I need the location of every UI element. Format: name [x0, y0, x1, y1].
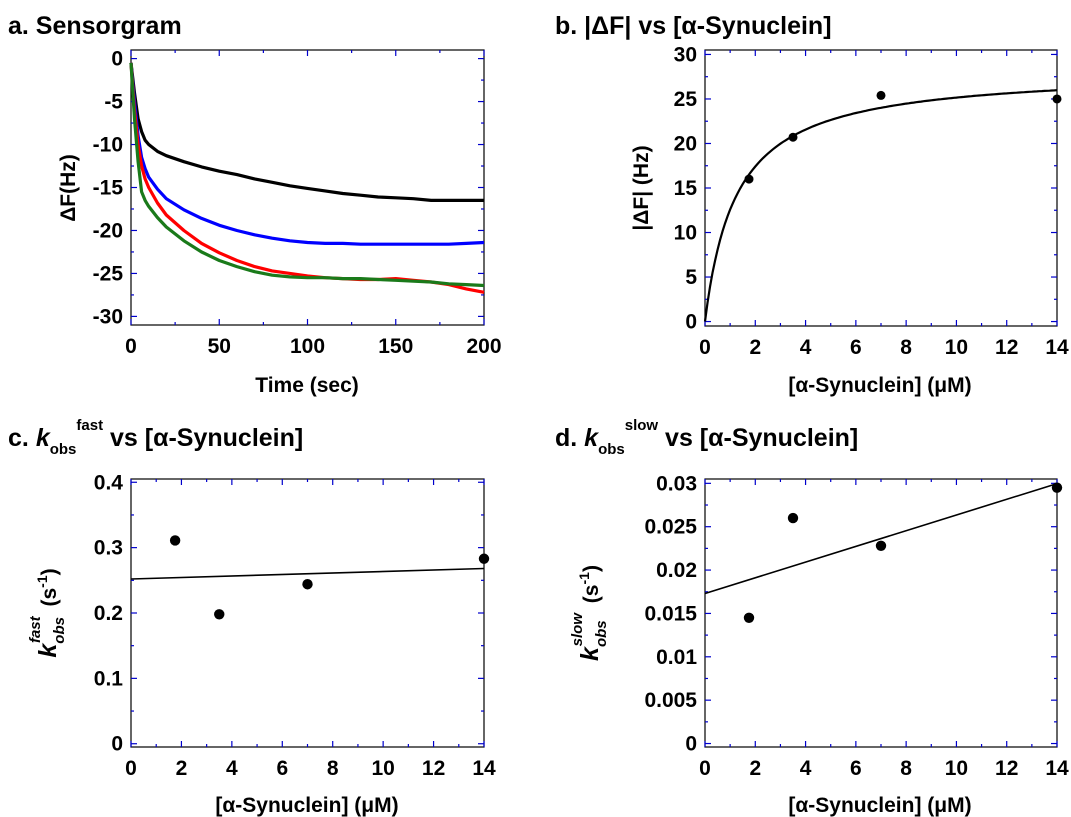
- svg-text:kobsfast (s-1): kobsfast (s-1): [27, 568, 68, 657]
- data-point: [169, 535, 181, 546]
- x-tick-label: 200: [466, 335, 501, 358]
- y-tick-label: 0.025: [644, 516, 697, 539]
- panel-c-ylabel: kobsfast (s-1): [27, 568, 68, 657]
- svg-text:d. kobsslow vs [α-Synuclein]: d. kobsslow vs [α-Synuclein]: [555, 417, 858, 458]
- x-tick-label: 12: [995, 336, 1018, 359]
- panel-b-xlabel: [α-Synuclein] (μM): [788, 374, 971, 397]
- x-tick-label: 14: [1045, 757, 1069, 780]
- series-line-0: [129, 62, 484, 202]
- x-tick-label: 0: [699, 336, 711, 359]
- y-tick-label: 0.4: [94, 471, 124, 494]
- x-tick-label: 8: [900, 336, 912, 359]
- y-tick-label: -25: [93, 262, 124, 285]
- y-tick-label: 0.03: [656, 472, 697, 495]
- y-tick-label: -20: [93, 219, 123, 242]
- panel-b-ylabel: |ΔF| (Hz): [630, 145, 653, 230]
- panel-c-xlabel: [α-Synuclein] (μM): [215, 794, 398, 817]
- x-tick-label: 2: [749, 336, 761, 359]
- series-line-3: [129, 62, 485, 288]
- data-point: [876, 90, 886, 100]
- series-line-2: [129, 62, 485, 294]
- x-tick-label: 10: [371, 757, 394, 780]
- x-tick-label: 4: [226, 757, 238, 780]
- panel-a-sensorgram: 0 50 100 150 200 0 -5 -10 -15 -20 -25 -30 Time (sec…: [57, 48, 502, 397]
- x-tick-label: 4: [800, 757, 812, 780]
- data-point: [875, 540, 887, 551]
- x-tick-label: 8: [327, 757, 339, 780]
- y-tick-label: 10: [674, 222, 697, 245]
- x-tick-label: 2: [749, 757, 761, 780]
- data-point: [214, 609, 225, 620]
- x-tick-label: 0: [125, 757, 137, 780]
- y-tick-label: 0.01: [656, 646, 697, 669]
- data-point: [743, 612, 755, 623]
- x-tick-label: 8: [900, 757, 912, 780]
- y-tick-label: 0.1: [94, 667, 124, 690]
- data-point: [1051, 482, 1063, 493]
- x-tick-label: 100: [290, 335, 325, 358]
- panel-d-frame: [704, 478, 1058, 748]
- y-tick-label: 25: [674, 88, 698, 111]
- y-tick-label: 0: [111, 48, 123, 71]
- panel-a-title: a. Sensorgram: [8, 12, 182, 40]
- panel-c-plot: 0 2 4 6 8 10 12 14 0 0.1 0.2 0.3 0.4 [α-Synuclein] (…: [27, 471, 496, 817]
- x-tick-label: 4: [800, 336, 812, 359]
- panel-a-ylabel: ΔF(Hz): [57, 154, 80, 222]
- y-tick-label: 0.3: [94, 537, 123, 560]
- x-tick-label: 6: [276, 757, 288, 780]
- panel-b-title: b. |ΔF| vs [α-Synuclein]: [555, 12, 832, 40]
- y-tick-label: 0.02: [656, 559, 697, 582]
- x-tick-label: 2: [176, 757, 188, 780]
- y-tick-label: 0.2: [94, 602, 123, 625]
- y-tick-label: 0: [111, 733, 123, 756]
- y-tick-label: -10: [93, 134, 123, 157]
- y-tick-label: 0: [685, 733, 697, 756]
- x-tick-label: 10: [945, 336, 968, 359]
- panel-a-xlabel: Time (sec): [255, 374, 359, 397]
- y-tick-label: 0: [685, 311, 697, 334]
- x-tick-label: 14: [1045, 336, 1069, 359]
- data-point: [744, 174, 754, 184]
- svg-text:kobsslow (s-1): kobsslow (s-1): [569, 565, 610, 661]
- x-tick-label: 50: [208, 335, 231, 358]
- x-tick-label: 12: [422, 757, 445, 780]
- data-point: [1052, 94, 1062, 104]
- panel-d-ylabel: kobsslow (s-1): [569, 565, 610, 661]
- data-point: [478, 553, 490, 564]
- y-tick-label: 0.005: [644, 689, 697, 712]
- x-tick-label: 6: [850, 757, 862, 780]
- x-tick-label: 0: [125, 335, 137, 358]
- x-tick-label: 12: [995, 757, 1018, 780]
- x-tick-label: 0: [699, 757, 711, 780]
- data-point: [302, 579, 313, 590]
- panel-d-title: d. kobsslow vs [α-Synuclein]: [555, 417, 858, 458]
- fit-line: [704, 482, 1058, 595]
- panel-d-xlabel: [α-Synuclein] (μM): [788, 794, 971, 817]
- y-tick-label: 20: [674, 132, 697, 155]
- fit-line: [703, 89, 1058, 322]
- y-tick-label: 5: [685, 266, 697, 289]
- data-point: [787, 512, 799, 524]
- y-tick-label: 15: [674, 177, 698, 200]
- panel-c-frame: [130, 478, 485, 748]
- y-tick-label: -30: [93, 305, 123, 328]
- panel-b-plot: 0 2 4 6 8 10 12 14 0 5 10 15 20 25 30 [α-Synuclein] (μ…: [630, 43, 1069, 397]
- series-line-1: [129, 62, 485, 246]
- y-tick-label: 30: [674, 43, 697, 66]
- panel-d-plot: 0 2 4 6 8 10 12 1400.0050.010.0150.020.0250.03 …: [569, 472, 1069, 817]
- fit-line: [130, 567, 485, 580]
- x-tick-label: 150: [378, 335, 413, 358]
- y-tick-label: -15: [93, 177, 124, 200]
- x-tick-label: 10: [945, 757, 968, 780]
- x-tick-label: 6: [850, 336, 862, 359]
- y-tick-label: 0.015: [644, 602, 697, 625]
- panel-c-title: c. kobsfast vs [α-Synuclein]: [8, 417, 303, 458]
- data-point: [788, 132, 798, 142]
- svg-text:c. kobsfast vs [α-Synuclein]: c. kobsfast vs [α-Synuclein]: [8, 417, 303, 458]
- y-tick-label: -5: [104, 91, 123, 114]
- x-tick-label: 14: [472, 757, 496, 780]
